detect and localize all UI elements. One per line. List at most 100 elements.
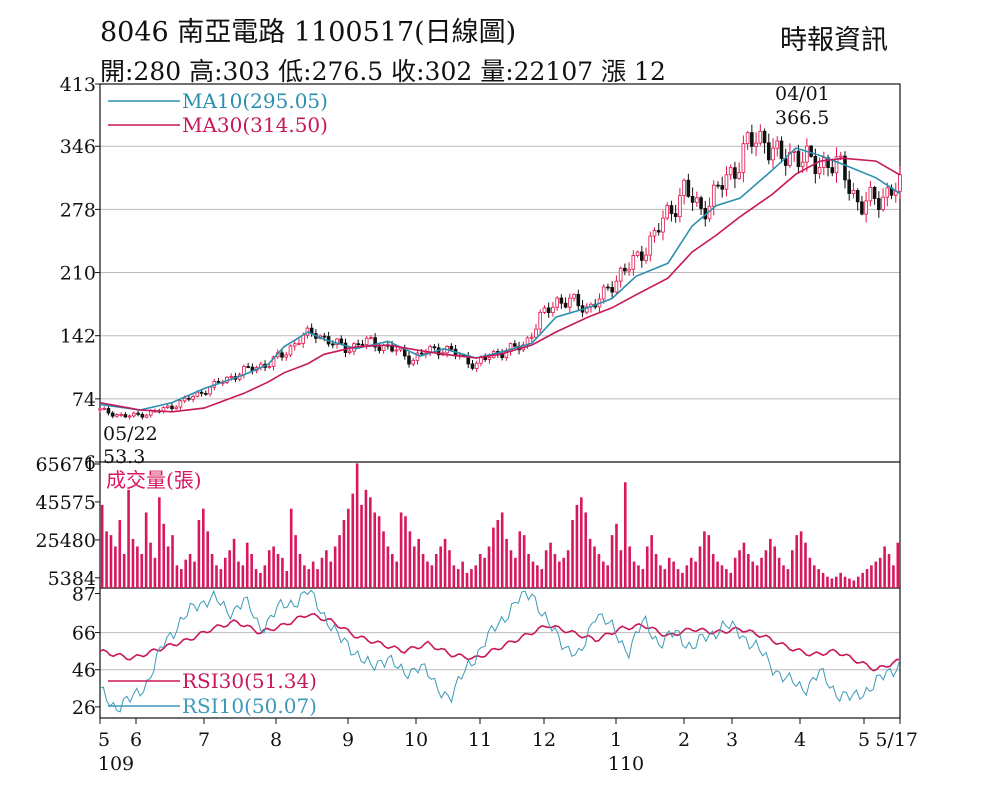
candle-body [830,167,835,174]
volume-bar [483,557,486,588]
candle-body [877,198,881,210]
volume-bar [641,569,645,588]
candle-body [805,145,809,163]
volume-bar [610,535,614,588]
price-tick-label: 74 [72,389,96,411]
volume-bar [140,554,144,588]
candle-body [178,400,183,408]
candle-body [614,280,619,293]
candle-body [669,205,674,214]
rsi30-legend-label: RSI30(51.34) [182,669,317,693]
candle-body [690,196,695,203]
rsi-panel: 87 66 46 26 RSI30(51.34)RSI10(50.07) [72,584,901,719]
candle-body [132,412,136,417]
volume-bar [549,542,552,588]
volume-bar [127,489,130,588]
volume-bar [777,557,781,588]
candle-body [288,345,293,356]
volume-bar [623,482,627,588]
volume-bar [830,578,834,588]
volume-bar [215,565,218,588]
volume-bar [144,512,148,588]
x-tick-label: 3 [726,729,738,751]
volume-bar [369,497,372,588]
volume-bar [263,565,267,588]
candle-body [322,335,327,338]
candle-body [339,338,344,344]
candle-body [208,386,212,395]
volume-bar [237,561,240,588]
volume-bar [219,569,223,588]
candle-body [182,397,187,402]
candle-body [728,167,733,176]
high-annotation-value: 366.5 [775,107,829,129]
volume-bar [865,569,869,588]
volume-bar [325,550,328,588]
volume-bar [456,569,460,588]
candle-body [331,343,335,346]
candle-body [872,186,877,199]
candle-body [546,307,551,314]
candle-body [673,213,678,218]
price-tick-label: 413 [60,74,96,96]
volume-bar [373,512,377,588]
volume-bar [408,531,412,588]
volume-bar [505,538,508,588]
volume-bar [492,527,495,588]
volume-bar [395,561,399,588]
volume-bar [360,504,363,588]
volume-bar [294,535,297,588]
x-tick-label: 1 [610,729,622,751]
volume-bar [896,542,900,588]
volume-bar [848,578,851,588]
candle-body [606,286,610,289]
candle-body [369,337,373,340]
volume-bar [755,565,759,588]
volume-bar [329,561,333,588]
candle-body [771,147,775,161]
candle-body [716,184,720,187]
volume-bar [747,554,750,588]
volume-bar [272,546,275,588]
candle-body [838,155,843,158]
rsi10-line [99,589,901,713]
volume-bar [808,557,812,588]
candle-body [631,255,636,270]
volume-bar [540,569,544,588]
volume-bar [628,546,631,588]
candle-body [280,352,284,358]
volume-bar [729,572,733,588]
volume-bar [351,493,355,588]
volume-bar [593,546,596,588]
volume-bar [619,550,623,588]
candle-body [855,190,860,203]
candle-body [635,251,640,256]
candle-body [187,397,191,400]
candle-body [661,217,665,233]
volume-bar [527,554,530,588]
volume-bar [870,565,873,588]
volume-bar [663,569,667,588]
volume-bar [738,550,741,588]
price-tick-label: 278 [60,199,96,221]
volume-tick-label: 25480 [36,530,96,552]
x-tick-label: 9 [342,729,354,751]
candle-body [885,187,890,198]
candle-body [678,195,682,218]
volume-bar [861,572,864,588]
volume-bar [245,542,249,588]
volume-bar [355,463,359,588]
volume-tick-label: 65671 [36,454,96,476]
candle-body [364,337,369,345]
volume-bar [478,554,482,588]
candle-body [665,205,669,219]
volume-bar [399,512,403,588]
candle-body [639,251,644,261]
volume-bar [571,520,574,588]
volume-bar [553,554,557,588]
rsi30-line [99,612,901,672]
volume-bar [316,569,319,588]
volume-bar [782,565,785,588]
volume-bar [852,580,856,588]
volume-bar [448,550,451,588]
